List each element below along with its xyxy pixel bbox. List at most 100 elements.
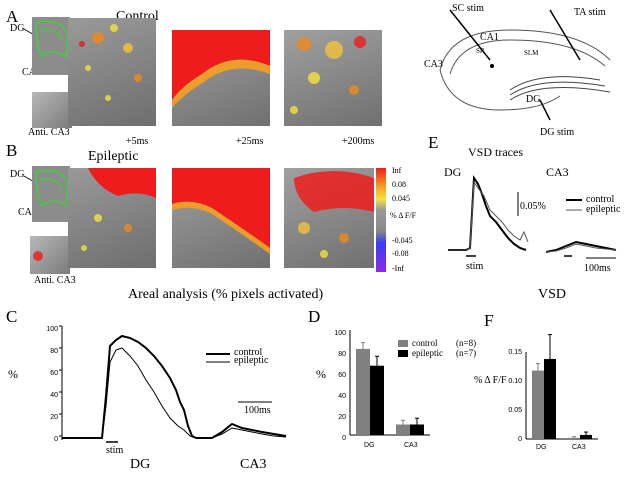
legend-d-n-control: (n=8) [456,338,477,348]
colorbar-tick-neg-inf: -Inf [392,264,404,273]
time-scale-e: 100ms [584,263,611,274]
time-scale-c: 100ms [244,405,271,416]
schematic-dg: DG [526,94,541,105]
bar-chart-d [349,330,430,436]
colorbar-tick-neg-0-045: -0.045 [392,236,413,245]
f-ytick-0-05: 0.05 [508,407,522,414]
f-ytick-0-15: 0.15 [508,349,522,356]
bar-chart-f [525,334,598,440]
panel-letter-a: A [6,7,19,26]
vsd-trace-dg-epileptic [448,180,529,251]
label-dg-a: DG [10,23,25,34]
areal-analysis-title: Areal analysis (% pixels activated) [128,287,324,302]
label-anti-ca3-b: Anti. CA3 [34,275,76,286]
vsd-frame-a-200ms [284,30,382,126]
d-ytick-40: 40 [338,393,346,400]
panel-c-ylabel: % [8,367,18,381]
schematic-ta-stim: TA stim [574,7,606,18]
c-ytick-20: 20 [50,414,58,421]
anti-ca3-thumbnail-a [32,92,72,128]
panel-letter-f: F [484,311,494,330]
d-ytick-20: 20 [338,414,346,421]
vsd-trace-ca3-epileptic [545,243,617,253]
colorbar-tick-0-045: 0.045 [392,194,410,203]
bar-epileptic-dg [370,365,384,435]
areal-trace-plot [59,325,287,443]
panel-f-ylabel: % Δ F/F [474,375,507,386]
colorbar-tick-0-08: 0.08 [392,180,406,189]
areal-trace-dg-epileptic [62,347,197,439]
colorbar [376,168,386,272]
label-dg-b: DG [10,169,25,180]
time-label-5ms: +5ms [126,136,149,147]
label-ca3-a: CA3 [22,68,41,78]
panel-letter-b: B [6,141,18,160]
d-ytick-0: 0 [342,435,346,442]
d-ytick-80: 80 [338,351,346,358]
vsd-frame-a-5ms [68,18,156,126]
c-ytick-80: 80 [50,348,58,355]
hippocampus-schematic [439,9,611,121]
f-ytick-0: 0 [518,436,522,443]
d-xlabel-dg: DG [364,442,375,449]
panel-letter-d: D [308,307,321,326]
vsd-trace-ca3-control [545,240,617,253]
panel-c-ca3: CA3 [240,457,267,472]
legend-d-n-epileptic: (n=7) [456,348,477,358]
vsd-frame-b-200ms [284,168,374,268]
label-ca3-b: CA3 [18,207,37,218]
legend-swatch-control [398,340,408,347]
anti-ca3-thumbnail-b [30,236,70,274]
colorbar-unit: % Δ F/F [390,211,417,220]
f-xlabel-ca3: CA3 [572,444,586,451]
d-ytick-100: 100 [334,330,346,337]
vsd-frame-b-25ms [172,168,270,268]
c-ytick-100: 100 [46,326,58,333]
panel-e-title: VSD traces [468,145,523,159]
bar-epileptic-ca3 [580,434,592,439]
vsd-amplitude-scale: 0.05% [520,201,546,212]
bar-control-dg [532,370,544,439]
schematic-dg-stim: DG stim [540,127,575,138]
vsd-frame-b-5ms [68,168,156,268]
panel-letter-c: C [6,307,18,326]
overview-thumbnail-a [32,17,70,75]
time-label-25ms: +25ms [236,136,264,147]
f-ytick-0-10: 0.10 [508,378,522,385]
panel-b-title: Epileptic [88,149,139,164]
bar-epileptic-ca3 [410,424,424,435]
schematic-ca3: CA3 [424,59,443,70]
d-ytick-60: 60 [338,372,346,379]
areal-trace-dg-control [62,334,197,439]
legend-swatch-epileptic [398,350,408,357]
legend-e-epileptic: epileptic [586,204,621,215]
legend-e-control: control [586,194,615,205]
legend-c-control: control [234,347,263,358]
colorbar-tick-inf: Inf [392,166,402,175]
areal-trace-ca3-epileptic [196,427,287,439]
panel-e-ca3: CA3 [546,165,569,179]
f-xlabel-dg: DG [536,444,547,451]
legend-c-epileptic: epileptic [234,355,269,366]
vsd-frame-a-25ms [172,30,270,126]
c-ytick-40: 40 [50,392,58,399]
stim-label-e: stim [466,261,484,272]
areal-trace-ca3-control [196,422,287,439]
stim-label-c: stim [106,445,124,456]
panel-letter-e: E [428,133,439,152]
legend-d-control: control [412,338,438,348]
schematic-slm: SLM [524,49,539,57]
bar-epileptic-dg [544,358,556,439]
label-anti-ca3-a: Anti. CA3 [28,127,70,138]
vsd-title: VSD [538,287,567,302]
panel-d-ylabel: % [316,367,326,381]
schematic-sr: SR [476,47,485,55]
panel-c-dg: DG [130,457,151,472]
d-xlabel-ca3: CA3 [404,442,418,449]
bar-control-ca3 [568,437,580,439]
vsd-trace-plot [448,174,617,259]
bar-control-dg [356,348,370,435]
legend-d-epileptic: epileptic [412,348,443,358]
overview-thumbnail-b [32,166,70,222]
